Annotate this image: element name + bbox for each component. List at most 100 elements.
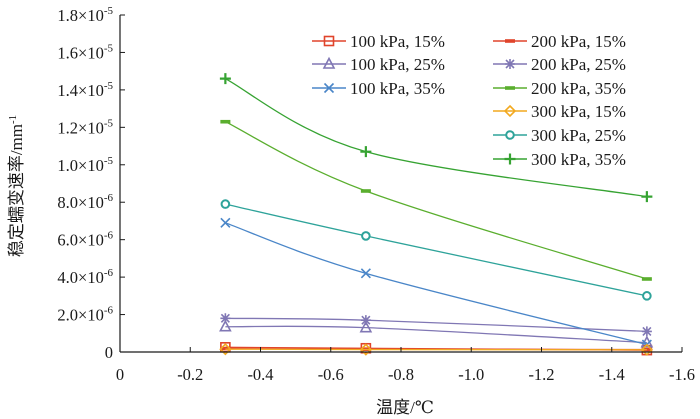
legend-label: 200 kPa, 25% (531, 55, 626, 74)
x-tick-label: 0 (116, 365, 124, 384)
x-tick-label: -1.6 (669, 365, 695, 384)
series-line (225, 325, 647, 344)
marker-dash (360, 189, 371, 193)
marker-plus (504, 153, 516, 165)
y-tick-label: 1.6×10-5 (57, 42, 113, 62)
x-tick-label: -1.0 (458, 365, 484, 384)
y-axis-title-main: 稳定蠕变速率/mm (7, 124, 26, 257)
legend-label: 100 kPa, 25% (350, 55, 445, 74)
marker-diamond (219, 343, 232, 356)
marker-star (220, 313, 231, 324)
marker-x (323, 82, 335, 94)
data-point (220, 199, 231, 209)
legend-label: 300 kPa, 25% (531, 126, 626, 145)
marker-circle (505, 130, 515, 140)
marker-dash (641, 277, 652, 281)
series-line (225, 348, 647, 351)
data-point (641, 191, 653, 203)
marker-x (220, 217, 231, 228)
marker-triangle (359, 320, 373, 333)
marker-diamond (359, 343, 373, 356)
legend-marker (504, 153, 516, 165)
data-point (219, 319, 232, 332)
marker-dash (220, 119, 231, 124)
y-axis-title-exponent: -1 (7, 115, 19, 124)
legend-item: 300 kPa, 15% (493, 102, 626, 121)
data-point (361, 231, 371, 241)
x-tick-label: -1.2 (528, 365, 554, 384)
legend-item: 200 kPa, 35% (493, 79, 626, 98)
marker-dash (505, 86, 515, 90)
legend-marker (323, 35, 335, 47)
series-line (225, 121, 648, 280)
legend-item: 100 kPa, 25% (312, 55, 445, 74)
legend-marker (505, 39, 515, 43)
marker-dash (220, 346, 231, 351)
marker-star (360, 315, 371, 326)
legend-item: 100 kPa, 35% (312, 79, 445, 98)
y-tick-label: 6.0×10-6 (57, 230, 113, 250)
marker-square (323, 35, 335, 47)
marker-triangle (219, 319, 232, 332)
legend-item: 300 kPa, 25% (493, 126, 626, 145)
legend-marker (505, 59, 515, 69)
data-point (360, 146, 372, 158)
data-point (360, 268, 371, 279)
x-tick-label: -0.8 (388, 365, 414, 384)
x-tick-label: -0.6 (318, 365, 344, 384)
data-point (359, 320, 373, 333)
legend-label: 300 kPa, 35% (531, 150, 626, 169)
data-point (360, 189, 371, 193)
series-line (225, 222, 648, 346)
series-line (225, 203, 648, 297)
data-point (219, 343, 232, 356)
y-tick-label: 0 (105, 343, 113, 362)
series-7 (219, 343, 654, 356)
marker-circle (220, 199, 231, 209)
legend-marker (503, 104, 517, 118)
y-tick-label: 1.8×10-5 (57, 5, 113, 25)
data-point (220, 217, 231, 228)
y-tick-label: 4.0×10-6 (57, 267, 113, 287)
marker-plus (360, 146, 372, 158)
data-point (360, 315, 371, 326)
legend-item: 200 kPa, 25% (493, 55, 626, 74)
y-tick-label: 1.0×10-5 (57, 155, 113, 175)
legend-label: 300 kPa, 15% (531, 102, 626, 121)
series-4 (220, 313, 652, 337)
x-axis-title: 温度/℃ (376, 398, 434, 417)
legend-label: 200 kPa, 15% (531, 32, 626, 51)
marker-diamond (503, 104, 517, 118)
series-6 (220, 119, 652, 281)
legend-marker (505, 130, 515, 140)
data-point (359, 343, 373, 356)
marker-star (505, 59, 515, 69)
marker-dash (505, 39, 515, 43)
marker-x (360, 268, 371, 279)
y-tick-label: 1.2×10-5 (57, 117, 113, 137)
series-line (225, 78, 647, 198)
series-line (225, 317, 647, 333)
marker-circle (361, 231, 371, 241)
marker-star (641, 326, 652, 337)
data-point (640, 343, 654, 356)
marker-diamond (640, 343, 654, 356)
data-point (220, 346, 231, 351)
series-8 (220, 199, 652, 301)
legend-label: 100 kPa, 15% (350, 32, 445, 51)
legend-marker (322, 56, 336, 69)
legend-item: 300 kPa, 35% (493, 150, 626, 169)
y-tick-label: 1.4×10-5 (57, 80, 113, 100)
x-tick-label: -0.4 (247, 365, 273, 384)
data-point (641, 277, 652, 281)
legend-item: 200 kPa, 15% (493, 32, 626, 51)
data-point (220, 313, 231, 324)
data-point (642, 291, 652, 301)
x-tick-label: -1.4 (599, 365, 625, 384)
marker-plus (219, 73, 231, 85)
data-point (219, 73, 231, 85)
data-point (220, 119, 231, 124)
marker-circle (642, 291, 652, 301)
x-tick-label: -0.2 (177, 365, 203, 384)
